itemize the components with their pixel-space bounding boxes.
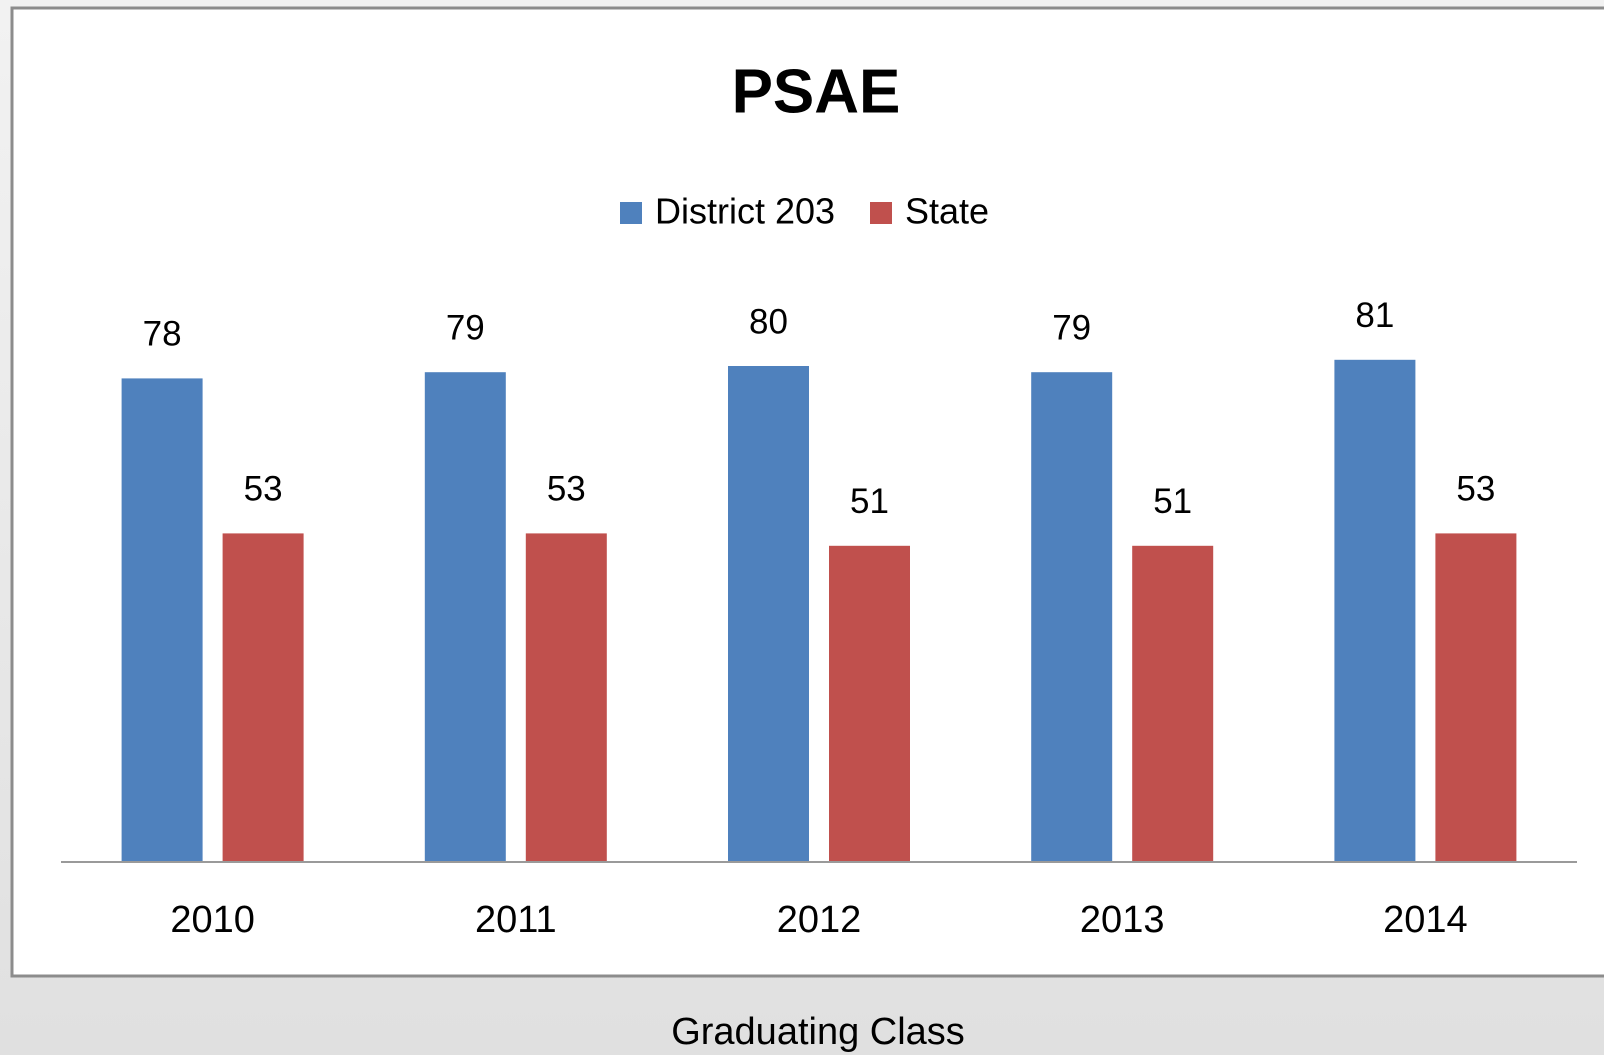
legend-label: District 203 <box>655 191 835 232</box>
data-label: 53 <box>547 470 586 509</box>
data-label: 51 <box>850 482 889 521</box>
bar <box>424 372 506 862</box>
bar <box>728 366 809 862</box>
data-label: 78 <box>143 315 182 354</box>
bar <box>829 545 910 862</box>
x-tick-label: 2010 <box>170 899 255 941</box>
x-tick-label: 2011 <box>475 899 557 941</box>
bar <box>1334 359 1416 862</box>
bar <box>222 533 304 862</box>
legend-swatch <box>620 202 642 224</box>
x-tick-label: 2013 <box>1080 899 1165 941</box>
bar <box>121 378 203 862</box>
data-label: 53 <box>1456 470 1495 509</box>
data-label: 53 <box>244 470 283 509</box>
data-label: 51 <box>1153 482 1192 521</box>
chart-title: PSAE <box>732 57 901 126</box>
bar <box>1132 545 1214 862</box>
bar <box>1435 533 1517 862</box>
bar <box>525 533 607 862</box>
legend-swatch <box>870 202 892 224</box>
x-axis-label: Graduating Class <box>671 1011 965 1053</box>
x-tick-label: 2012 <box>777 899 862 941</box>
x-tick-label: 2014 <box>1383 899 1468 941</box>
data-label: 81 <box>1355 296 1394 335</box>
bar <box>1031 372 1113 862</box>
data-label: 79 <box>1052 308 1091 347</box>
data-label: 79 <box>446 308 485 347</box>
legend-label: State <box>905 191 989 232</box>
data-label: 80 <box>749 302 788 341</box>
